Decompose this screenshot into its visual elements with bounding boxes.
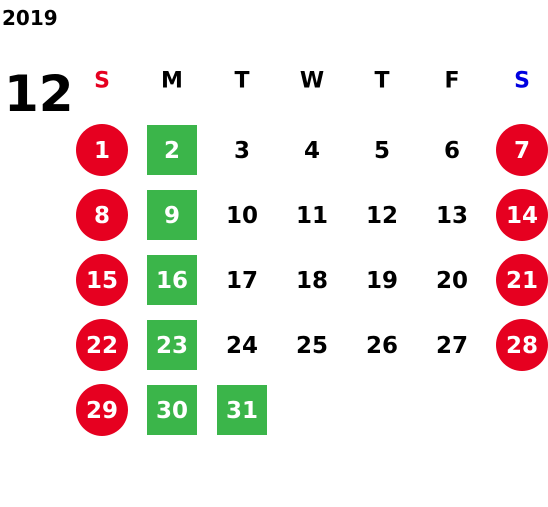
weekday-label: S xyxy=(514,69,530,94)
day-number: 7 xyxy=(514,138,530,164)
day-number: 25 xyxy=(296,333,328,359)
day-number: 31 xyxy=(226,398,258,424)
weekday-label: M xyxy=(161,69,183,94)
day-number: 8 xyxy=(94,203,110,229)
day-number: 11 xyxy=(296,203,328,229)
day-number: 15 xyxy=(86,268,118,294)
day-number: 30 xyxy=(156,398,188,424)
day-number: 24 xyxy=(226,333,258,359)
holiday-circle xyxy=(496,124,548,176)
day-number: 5 xyxy=(374,138,390,164)
weekday-label: S xyxy=(94,69,110,94)
holiday-circle xyxy=(76,319,128,371)
day-number: 28 xyxy=(506,333,538,359)
holiday-square xyxy=(147,385,197,435)
day-number: 1 xyxy=(94,138,110,164)
holiday-square xyxy=(147,255,197,305)
day-number: 6 xyxy=(444,138,460,164)
holiday-circle xyxy=(76,384,128,436)
day-number: 4 xyxy=(304,138,320,164)
day-number: 14 xyxy=(506,203,538,229)
holiday-square xyxy=(147,125,197,175)
day-number: 12 xyxy=(366,203,398,229)
holiday-circle xyxy=(76,254,128,306)
weekday-label: T xyxy=(374,69,389,94)
holiday-square xyxy=(147,320,197,370)
day-number: 3 xyxy=(234,138,250,164)
day-number: 20 xyxy=(436,268,468,294)
day-number: 27 xyxy=(436,333,468,359)
day-number: 17 xyxy=(226,268,258,294)
weekday-label: F xyxy=(444,69,459,94)
day-number: 23 xyxy=(156,333,188,359)
day-number: 26 xyxy=(366,333,398,359)
holiday-square xyxy=(147,190,197,240)
day-number: 18 xyxy=(296,268,328,294)
day-number: 13 xyxy=(436,203,468,229)
year: 2019 xyxy=(2,6,58,30)
day-number: 22 xyxy=(86,333,118,359)
holiday-square xyxy=(217,385,267,435)
day-number: 21 xyxy=(506,268,538,294)
day-number: 19 xyxy=(366,268,398,294)
day-number: 16 xyxy=(156,268,188,294)
holiday-circle xyxy=(76,189,128,241)
holiday-circle xyxy=(496,189,548,241)
day-number: 9 xyxy=(164,203,180,229)
day-number: 29 xyxy=(86,398,118,424)
day-number: 2 xyxy=(164,138,180,164)
holiday-circle xyxy=(496,319,548,371)
day-number: 10 xyxy=(226,203,258,229)
holiday-circle xyxy=(496,254,548,306)
weekday-label: W xyxy=(300,69,324,94)
holiday-circle xyxy=(76,124,128,176)
month: 12 xyxy=(4,65,74,123)
weekday-label: T xyxy=(234,69,249,94)
